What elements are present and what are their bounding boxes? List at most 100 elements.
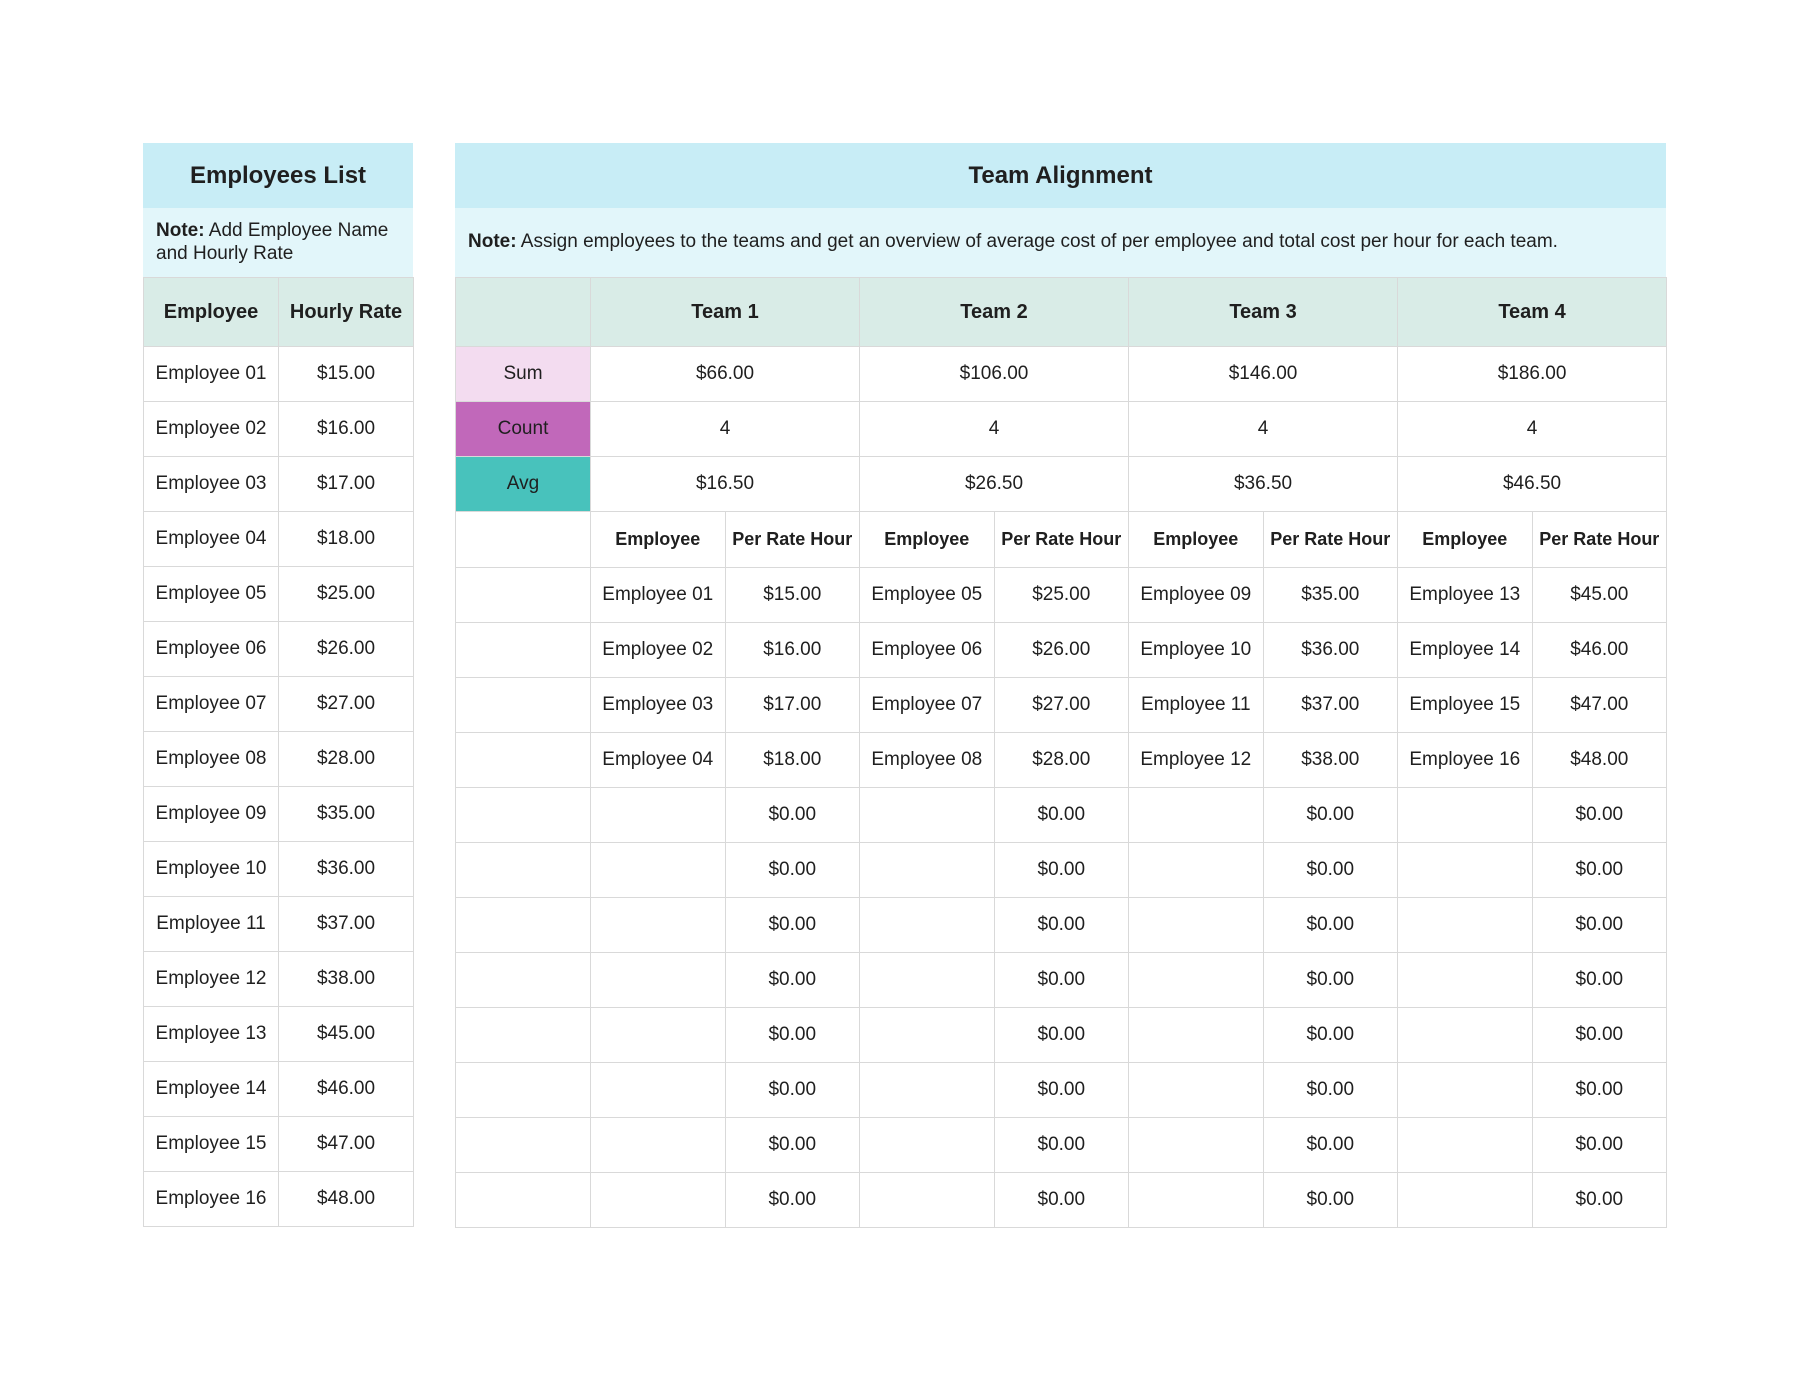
- team-3-rate-cell[interactable]: $38.00: [1262, 732, 1399, 788]
- hourly-rate-cell[interactable]: $26.00: [278, 621, 414, 677]
- team-1-employee-cell[interactable]: [590, 1117, 726, 1173]
- team-4-rate-cell[interactable]: $0.00: [1531, 897, 1668, 953]
- team-3-rate-cell[interactable]: $0.00: [1262, 787, 1399, 843]
- employee-name-cell[interactable]: Employee 12: [143, 951, 279, 1007]
- team-1-employee-cell[interactable]: [590, 1007, 726, 1063]
- team-2-rate-cell[interactable]: $0.00: [993, 897, 1130, 953]
- team-4-rate-cell[interactable]: $0.00: [1531, 1117, 1668, 1173]
- hourly-rate-cell[interactable]: $37.00: [278, 896, 414, 952]
- employee-name-cell[interactable]: Employee 14: [143, 1061, 279, 1117]
- hourly-rate-cell[interactable]: $27.00: [278, 676, 414, 732]
- employee-name-cell[interactable]: Employee 04: [143, 511, 279, 567]
- team-2-rate-cell[interactable]: $26.00: [993, 622, 1130, 678]
- team-3-rate-cell[interactable]: $37.00: [1262, 677, 1399, 733]
- team-3-employee-cell[interactable]: [1128, 1172, 1264, 1228]
- team-4-rate-cell[interactable]: $46.00: [1531, 622, 1668, 678]
- team-2-employee-cell[interactable]: [859, 952, 995, 1008]
- team-1-rate-cell[interactable]: $0.00: [724, 1007, 861, 1063]
- team-4-employee-cell[interactable]: [1397, 842, 1533, 898]
- team-1-rate-cell[interactable]: $18.00: [724, 732, 861, 788]
- team-2-rate-cell[interactable]: $0.00: [993, 952, 1130, 1008]
- team-3-rate-cell[interactable]: $35.00: [1262, 567, 1399, 623]
- team-4-employee-cell[interactable]: Employee 13: [1397, 567, 1533, 623]
- team-4-rate-cell[interactable]: $0.00: [1531, 787, 1668, 843]
- team-4-employee-cell[interactable]: [1397, 1172, 1533, 1228]
- team-4-employee-cell[interactable]: [1397, 952, 1533, 1008]
- team-2-employee-cell[interactable]: [859, 1007, 995, 1063]
- team-1-employee-cell[interactable]: [590, 897, 726, 953]
- team-3-employee-cell[interactable]: Employee 10: [1128, 622, 1264, 678]
- employee-name-cell[interactable]: Employee 01: [143, 346, 279, 402]
- team-4-employee-cell[interactable]: Employee 16: [1397, 732, 1533, 788]
- team-1-employee-cell[interactable]: [590, 842, 726, 898]
- team-4-rate-cell[interactable]: $0.00: [1531, 842, 1668, 898]
- team-3-employee-cell[interactable]: [1128, 1062, 1264, 1118]
- team-1-employee-cell[interactable]: Employee 02: [590, 622, 726, 678]
- employee-name-cell[interactable]: Employee 15: [143, 1116, 279, 1172]
- employee-name-cell[interactable]: Employee 16: [143, 1171, 279, 1227]
- team-1-employee-cell[interactable]: [590, 1062, 726, 1118]
- hourly-rate-cell[interactable]: $48.00: [278, 1171, 414, 1227]
- employee-name-cell[interactable]: Employee 09: [143, 786, 279, 842]
- team-4-employee-cell[interactable]: Employee 15: [1397, 677, 1533, 733]
- team-3-rate-cell[interactable]: $0.00: [1262, 1007, 1399, 1063]
- hourly-rate-cell[interactable]: $25.00: [278, 566, 414, 622]
- team-2-rate-cell[interactable]: $27.00: [993, 677, 1130, 733]
- team-2-employee-cell[interactable]: Employee 06: [859, 622, 995, 678]
- team-1-employee-cell[interactable]: Employee 04: [590, 732, 726, 788]
- team-3-employee-cell[interactable]: Employee 12: [1128, 732, 1264, 788]
- hourly-rate-cell[interactable]: $47.00: [278, 1116, 414, 1172]
- team-3-employee-cell[interactable]: Employee 11: [1128, 677, 1264, 733]
- team-4-employee-cell[interactable]: [1397, 1117, 1533, 1173]
- hourly-rate-cell[interactable]: $35.00: [278, 786, 414, 842]
- hourly-rate-cell[interactable]: $18.00: [278, 511, 414, 567]
- team-1-rate-cell[interactable]: $16.00: [724, 622, 861, 678]
- team-1-rate-cell[interactable]: $0.00: [724, 1117, 861, 1173]
- team-2-rate-cell[interactable]: $0.00: [993, 1117, 1130, 1173]
- team-1-rate-cell[interactable]: $0.00: [724, 952, 861, 1008]
- team-2-rate-cell[interactable]: $0.00: [993, 1062, 1130, 1118]
- team-3-employee-cell[interactable]: [1128, 842, 1264, 898]
- team-3-employee-cell[interactable]: Employee 09: [1128, 567, 1264, 623]
- employee-name-cell[interactable]: Employee 03: [143, 456, 279, 512]
- employee-name-cell[interactable]: Employee 08: [143, 731, 279, 787]
- team-2-employee-cell[interactable]: [859, 1172, 995, 1228]
- team-3-employee-cell[interactable]: [1128, 1007, 1264, 1063]
- team-2-rate-cell[interactable]: $25.00: [993, 567, 1130, 623]
- hourly-rate-cell[interactable]: $45.00: [278, 1006, 414, 1062]
- hourly-rate-cell[interactable]: $17.00: [278, 456, 414, 512]
- team-4-rate-cell[interactable]: $0.00: [1531, 1062, 1668, 1118]
- team-4-rate-cell[interactable]: $48.00: [1531, 732, 1668, 788]
- team-3-rate-cell[interactable]: $0.00: [1262, 1117, 1399, 1173]
- employee-name-cell[interactable]: Employee 11: [143, 896, 279, 952]
- team-3-employee-cell[interactable]: [1128, 952, 1264, 1008]
- team-4-rate-cell[interactable]: $0.00: [1531, 1007, 1668, 1063]
- team-3-rate-cell[interactable]: $0.00: [1262, 842, 1399, 898]
- team-4-rate-cell[interactable]: $0.00: [1531, 1172, 1668, 1228]
- hourly-rate-cell[interactable]: $15.00: [278, 346, 414, 402]
- team-2-rate-cell[interactable]: $0.00: [993, 842, 1130, 898]
- team-1-employee-cell[interactable]: [590, 1172, 726, 1228]
- team-3-employee-cell[interactable]: [1128, 897, 1264, 953]
- team-4-employee-cell[interactable]: [1397, 1062, 1533, 1118]
- team-2-employee-cell[interactable]: [859, 1117, 995, 1173]
- team-4-employee-cell[interactable]: Employee 14: [1397, 622, 1533, 678]
- employee-name-cell[interactable]: Employee 05: [143, 566, 279, 622]
- team-4-employee-cell[interactable]: [1397, 1007, 1533, 1063]
- team-4-employee-cell[interactable]: [1397, 897, 1533, 953]
- employee-name-cell[interactable]: Employee 06: [143, 621, 279, 677]
- team-1-rate-cell[interactable]: $0.00: [724, 842, 861, 898]
- team-1-rate-cell[interactable]: $15.00: [724, 567, 861, 623]
- employee-name-cell[interactable]: Employee 07: [143, 676, 279, 732]
- team-2-employee-cell[interactable]: Employee 05: [859, 567, 995, 623]
- team-1-rate-cell[interactable]: $0.00: [724, 1172, 861, 1228]
- hourly-rate-cell[interactable]: $38.00: [278, 951, 414, 1007]
- team-2-rate-cell[interactable]: $0.00: [993, 1007, 1130, 1063]
- team-3-rate-cell[interactable]: $0.00: [1262, 1172, 1399, 1228]
- team-2-rate-cell[interactable]: $0.00: [993, 787, 1130, 843]
- team-3-employee-cell[interactable]: [1128, 1117, 1264, 1173]
- hourly-rate-cell[interactable]: $46.00: [278, 1061, 414, 1117]
- team-3-employee-cell[interactable]: [1128, 787, 1264, 843]
- team-4-rate-cell[interactable]: $47.00: [1531, 677, 1668, 733]
- team-2-employee-cell[interactable]: Employee 08: [859, 732, 995, 788]
